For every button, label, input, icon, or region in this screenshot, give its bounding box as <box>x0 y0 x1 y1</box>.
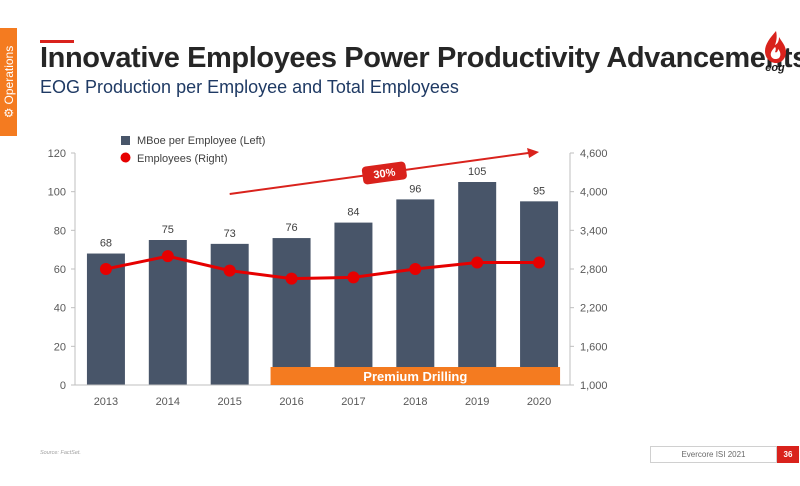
premium-drilling-band <box>270 367 561 385</box>
employees-point-2016 <box>285 272 298 285</box>
footer-brand: Evercore ISI 2021 <box>650 446 777 463</box>
employees-point-2020 <box>533 256 546 269</box>
bar-value-label: 68 <box>100 238 112 250</box>
legend-label-bars: MBoe per Employee (Left) <box>137 135 265 147</box>
y-right-tick-label: 3,400 <box>580 225 608 237</box>
bar-value-label: 73 <box>224 228 236 240</box>
bar-2017 <box>334 222 373 385</box>
legend-swatch-line <box>120 152 131 163</box>
bar-2019 <box>458 182 497 385</box>
trend-badge-bg <box>361 161 407 185</box>
x-tick-label: 2013 <box>94 396 118 408</box>
y-left-tick-label: 100 <box>48 187 66 199</box>
y-right-tick-label: 2,200 <box>580 303 608 315</box>
trend-arrow-head <box>527 148 540 158</box>
logo-wordmark: eog <box>765 62 785 74</box>
legend-label-line: Employees (Right) <box>137 153 227 165</box>
x-tick-label: 2020 <box>527 396 551 408</box>
page-subtitle: EOG Production per Employee and Total Em… <box>40 77 459 97</box>
employees-point-2014 <box>161 250 174 263</box>
y-right-tick-label: 1,000 <box>580 380 608 392</box>
employees-line <box>105 254 540 281</box>
y-right-tick-label: 1,600 <box>580 341 608 353</box>
page-number: 36 <box>777 446 799 463</box>
bar-value-label: 105 <box>468 166 486 178</box>
flame-drop-icon <box>765 31 786 63</box>
source-note: Source: FactSet. <box>40 450 81 456</box>
employees-point-2013 <box>99 263 112 275</box>
section-tab: ⚙ Operations <box>0 28 17 136</box>
y-right-tick-label: 4,600 <box>580 148 608 160</box>
x-tick-label: 2017 <box>341 396 365 408</box>
bar-value-label: 76 <box>285 222 297 234</box>
x-tick-label: 2019 <box>465 396 489 408</box>
employees-point-2018 <box>409 263 422 275</box>
page-title: Innovative Employees Power Productivity … <box>40 42 800 74</box>
bar-2018 <box>396 199 435 385</box>
y-right-tick-label: 2,800 <box>580 264 608 276</box>
bar-value-label: 75 <box>162 224 174 236</box>
y-left-tick-label: 40 <box>54 303 66 315</box>
bar-2014 <box>148 240 187 385</box>
y-left-tick-label: 120 <box>48 148 66 160</box>
bar-value-label: 95 <box>533 185 545 197</box>
premium-drilling-label: Premium Drilling <box>363 369 467 384</box>
bar-value-label: 96 <box>409 183 421 195</box>
bar-2013 <box>86 253 125 385</box>
x-tick-label: 2014 <box>156 396 180 408</box>
bar-value-label: 84 <box>347 207 359 219</box>
x-tick-label: 2015 <box>217 396 241 408</box>
employees-point-2017 <box>347 271 360 284</box>
employees-point-2015 <box>223 264 236 277</box>
bar-2020 <box>520 201 559 385</box>
trend-badge-label: 30% <box>373 167 397 182</box>
y-left-tick-label: 60 <box>54 264 66 276</box>
bar-2016 <box>272 238 311 385</box>
trend-badge: 30% <box>361 161 407 185</box>
x-tick-label: 2018 <box>403 396 427 408</box>
y-left-tick-label: 20 <box>54 341 66 353</box>
employees-point-2019 <box>471 256 484 269</box>
eog-logo: eog <box>757 30 793 76</box>
y-right-tick-label: 4,000 <box>580 187 608 199</box>
legend-swatch-bars <box>121 136 130 145</box>
y-left-tick-label: 80 <box>54 225 66 237</box>
x-tick-label: 2016 <box>279 396 303 408</box>
title-accent-line <box>40 40 74 43</box>
y-left-tick-label: 0 <box>60 380 66 392</box>
